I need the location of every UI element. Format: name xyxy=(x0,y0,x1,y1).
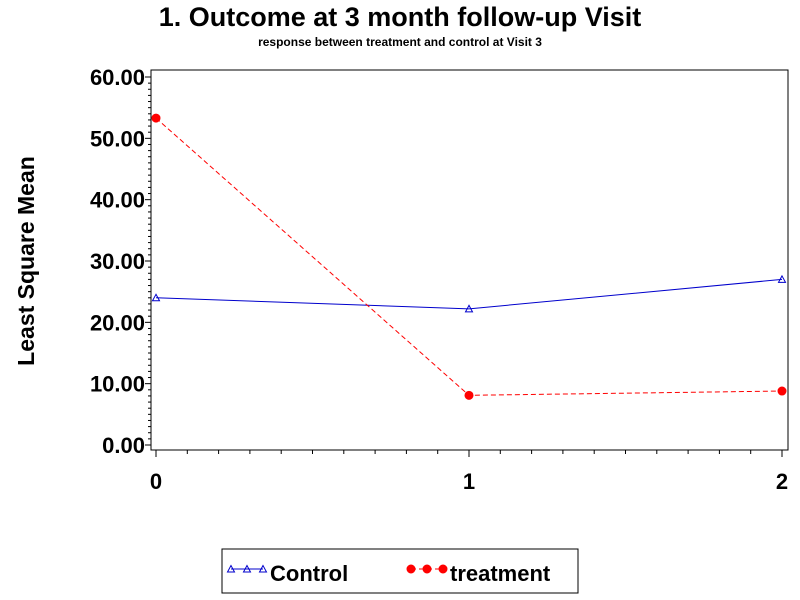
legend-marker xyxy=(422,564,432,574)
triangle-marker xyxy=(464,304,474,313)
y-tick-label: 20.00 xyxy=(90,310,145,335)
y-tick-label: 10.00 xyxy=(90,372,145,397)
legend-item-control: Control xyxy=(226,561,348,586)
y-tick-label: 0.00 xyxy=(102,433,145,458)
legend-item-treatment: treatment xyxy=(406,561,551,586)
legend-frame xyxy=(221,548,579,594)
x-axis: 0 1 2 xyxy=(150,450,788,494)
y-tick-label: 50.00 xyxy=(90,126,145,151)
legend-marker xyxy=(242,564,252,573)
y-axis-title: Least Square Mean xyxy=(13,156,39,366)
series-control xyxy=(151,274,787,313)
y-tick-label: 40.00 xyxy=(90,188,145,213)
legend-label: Control xyxy=(270,561,348,586)
series-line-treatment xyxy=(155,117,783,396)
x-tick-label: 2 xyxy=(776,469,788,494)
legend-marker xyxy=(226,564,236,573)
x-tick-label: 0 xyxy=(150,469,162,494)
chart-title: 1. Outcome at 3 month follow-up Visit xyxy=(158,2,642,32)
series-layer xyxy=(151,113,787,400)
circle-marker xyxy=(151,113,161,123)
triangle-marker xyxy=(151,293,161,302)
legend-marker xyxy=(406,564,416,574)
circle-marker xyxy=(464,390,474,400)
legend: Control treatment xyxy=(221,548,579,594)
chart-subtitle: response between treatment and control a… xyxy=(258,35,542,49)
legend-marker xyxy=(258,564,268,573)
series-treatment xyxy=(151,113,787,400)
legend-label: treatment xyxy=(450,561,551,586)
y-tick-label: 60.00 xyxy=(90,65,145,90)
triangle-marker xyxy=(777,274,787,283)
y-tick-label: 30.00 xyxy=(90,249,145,274)
circle-marker xyxy=(777,386,787,396)
legend-marker xyxy=(438,564,448,574)
series-line-control xyxy=(155,278,783,310)
x-tick-label: 1 xyxy=(463,469,475,494)
y-axis: 0.00 10.00 20.00 30.00 40.00 50.00 60.00 xyxy=(90,65,151,458)
